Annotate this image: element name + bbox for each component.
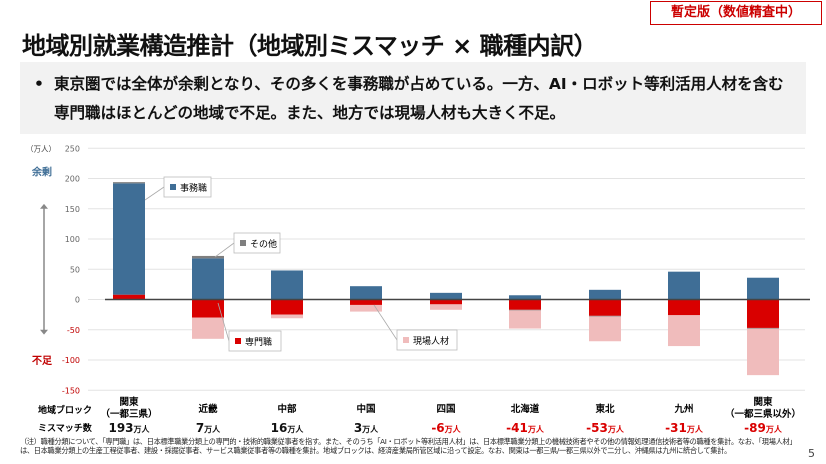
bar-専門職 xyxy=(430,299,462,305)
callout-leader xyxy=(214,242,235,258)
bar-その他 xyxy=(589,315,621,317)
bar-専門職 xyxy=(113,294,145,300)
bar-専門職 xyxy=(509,299,541,310)
bar-専門職 xyxy=(668,299,700,316)
mismatch-value: -31万人 xyxy=(665,421,704,435)
mismatch-value: 193万人 xyxy=(108,421,150,435)
region-row-label: 地域ブロック xyxy=(38,404,92,416)
bar-専門職 xyxy=(589,299,621,316)
callout-leader xyxy=(144,186,165,201)
bar-専門職 xyxy=(192,299,224,318)
y-tick-label: -50 xyxy=(67,326,80,335)
shortage-label: 不足 xyxy=(32,355,53,367)
y-tick-label: 50 xyxy=(70,265,80,274)
page-title: 地域別就業構造推計（地域別ミスマッチ × 職種内訳） xyxy=(22,32,598,60)
summary-box: 東京圏では全体が余剰となり、その多くを事務職が占めている。一方、AI・ロボット等… xyxy=(20,62,806,134)
region-label: 北海道 xyxy=(511,403,540,415)
legend-swatch xyxy=(403,337,409,343)
bar-現場人材 xyxy=(668,315,700,347)
summary-text: 東京圏では全体が余剰となり、その多くを事務職が占めている。一方、AI・ロボット等… xyxy=(34,70,794,128)
legend-swatch xyxy=(170,184,176,190)
bar-事務職 xyxy=(271,270,303,300)
legend-label: 現場人材 xyxy=(413,335,449,347)
y-tick-label: 0 xyxy=(75,296,80,305)
y-axis-unit: （万人） xyxy=(26,144,56,153)
y-tick-label: 100 xyxy=(65,235,80,244)
bar-事務職 xyxy=(430,292,462,300)
y-tick-label: -150 xyxy=(62,386,80,395)
region-label: 中部 xyxy=(277,403,297,415)
bar-事務職 xyxy=(350,286,382,300)
bar-事務職 xyxy=(509,295,541,300)
provisional-badge: 暫定版（数値精査中） xyxy=(650,1,822,25)
bar-専門職 xyxy=(350,299,382,305)
bar-専門職 xyxy=(271,299,303,315)
mismatch-value: -53万人 xyxy=(586,421,625,435)
bar-現場人材 xyxy=(192,317,224,339)
mismatch-value: 16万人 xyxy=(271,421,305,435)
y-tick-label: -100 xyxy=(62,356,80,365)
mismatch-value: 7万人 xyxy=(196,421,221,435)
callout-leader xyxy=(373,304,398,341)
bar-事務職 xyxy=(192,258,224,300)
bar-その他 xyxy=(509,309,541,311)
mismatch-row-label: ミスマッチ数 xyxy=(38,422,93,434)
mismatch-value: 3万人 xyxy=(354,421,379,435)
region-label: 関東 xyxy=(753,396,773,408)
y-tick-label: 250 xyxy=(65,144,80,153)
bar-事務職 xyxy=(747,277,779,300)
page-number: 5 xyxy=(808,447,815,460)
region-label: 東北 xyxy=(594,403,615,415)
bar-その他 xyxy=(192,255,224,259)
legend-callout xyxy=(396,329,458,351)
legend-label: その他 xyxy=(250,238,277,250)
y-tick-label: 200 xyxy=(65,175,80,184)
region-label: 九州 xyxy=(673,403,693,415)
mismatch-value: -89万人 xyxy=(744,421,783,435)
bar-現場人材 xyxy=(589,316,621,342)
legend-swatch xyxy=(240,240,246,246)
legend-label: 専門職 xyxy=(245,336,272,348)
footnote-line: （注）職種分類について、「専門職」は、日本標準職業分類上の専門的・技術的職業従事… xyxy=(20,437,793,455)
legend-callout xyxy=(233,232,281,254)
mismatch-value: -6万人 xyxy=(431,421,461,435)
bar-現場人材 xyxy=(509,310,541,329)
bar-現場人材 xyxy=(271,314,303,319)
region-label: （一都三県） xyxy=(100,408,157,420)
footnote: （注）職種分類について、「専門職」は、日本標準職業分類上の専門的・技術的職業従事… xyxy=(20,437,795,455)
bar-事務職 xyxy=(113,183,145,295)
region-label: 近畿 xyxy=(198,403,218,415)
legend-callout xyxy=(163,176,212,198)
region-label: 関東 xyxy=(119,396,139,408)
surplus-label: 余剰 xyxy=(31,166,52,179)
mismatch-value: -41万人 xyxy=(506,421,545,435)
region-label: 中国 xyxy=(356,403,375,415)
legend-label: 事務職 xyxy=(180,182,207,194)
legend-swatch xyxy=(235,338,241,344)
footnote-line: 日本職業分類上の生産工程従事者、建設・採掘従事者、サービス職業従事者等の職種を集… xyxy=(33,446,732,455)
legend-callout xyxy=(228,330,282,352)
bar-事務職 xyxy=(589,289,621,300)
region-label: 四国 xyxy=(436,404,455,415)
bar-現場人材 xyxy=(430,304,462,310)
bar-専門職 xyxy=(747,299,779,328)
bar-その他 xyxy=(747,327,779,329)
bar-現場人材 xyxy=(747,328,779,376)
region-label: （一都三県以外） xyxy=(725,408,801,420)
callout-leader xyxy=(217,302,230,342)
y-tick-label: 150 xyxy=(65,205,80,214)
bar-その他 xyxy=(113,182,145,184)
bar-事務職 xyxy=(668,271,700,300)
bar-現場人材 xyxy=(350,304,382,312)
